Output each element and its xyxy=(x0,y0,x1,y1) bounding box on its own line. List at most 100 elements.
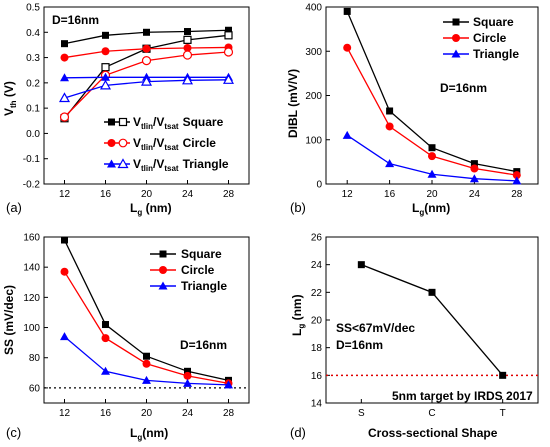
data-point xyxy=(101,334,110,343)
data-point xyxy=(101,72,110,81)
panel-c-x-title: Lg(nm) xyxy=(130,426,168,442)
legend-triangle-open-marker xyxy=(117,158,129,169)
panel-b-series xyxy=(342,7,522,185)
data-point xyxy=(183,371,192,380)
legend-a-triangle: Vtlin/Vtsat Triangle xyxy=(133,157,229,173)
data-point xyxy=(428,152,436,161)
x-tick-label: 20 xyxy=(141,408,153,419)
data-point xyxy=(428,288,436,296)
legend-b-square: Square xyxy=(473,15,514,29)
y-tick-label: 22 xyxy=(311,288,323,299)
data-point xyxy=(142,375,151,384)
y-tick-label: 80 xyxy=(29,353,41,364)
panel-d-annotation-2: D=16nm xyxy=(336,338,383,352)
legend-c-square: Square xyxy=(181,247,222,261)
panel-c-annotation: D=16nm xyxy=(180,338,227,352)
y-tick-label: 0.2 xyxy=(26,78,40,89)
x-tick-label: 12 xyxy=(59,408,71,419)
y-tick-label: 0.4 xyxy=(26,28,40,39)
panel-d-frame xyxy=(325,236,539,404)
y-tick-label: 100 xyxy=(305,135,322,146)
legend-c-circle: Circle xyxy=(181,263,215,277)
panel-c-y-title: SS (mV/dec) xyxy=(2,285,16,355)
data-point xyxy=(60,267,69,276)
data-point xyxy=(59,112,70,122)
panel-c-ticks: 60 80 100 120 140 160 12 16 20 24 28 xyxy=(23,233,234,420)
panel-c-label: (c) xyxy=(6,425,21,440)
data-point xyxy=(181,74,194,85)
data-point xyxy=(386,107,394,115)
data-point xyxy=(140,75,153,86)
panel-d-series xyxy=(326,261,538,379)
data-point xyxy=(60,73,69,82)
panel-c-legend: Square Circle Triangle xyxy=(150,247,227,293)
y-tick-label: 20 xyxy=(311,316,323,327)
legend-b-triangle: Triangle xyxy=(473,47,519,61)
data-point xyxy=(61,236,68,244)
data-point xyxy=(101,47,110,56)
data-point xyxy=(512,171,521,180)
legend-square-filled-marker xyxy=(108,118,115,126)
data-point xyxy=(141,56,152,66)
legend-circle-marker xyxy=(159,266,167,274)
panel-a-label: (a) xyxy=(6,200,22,215)
x-tick-label: 24 xyxy=(469,189,481,200)
data-point xyxy=(470,164,479,173)
x-tick-label: 16 xyxy=(100,189,112,200)
data-point xyxy=(223,47,234,57)
x-tick-label: 28 xyxy=(223,189,235,200)
y-tick-label: 18 xyxy=(311,343,323,354)
x-tick-label: 24 xyxy=(182,408,194,419)
data-point xyxy=(428,144,436,152)
panel-a-ticks: -0.2 -0.1 0.0 0.1 0.2 0.3 0.4 0.5 12 16 20 24 28 xyxy=(23,3,235,201)
legend-square-open-marker xyxy=(118,117,128,127)
y-tick-label: 0.5 xyxy=(26,3,40,14)
data-point xyxy=(182,50,193,60)
y-tick-label: 0 xyxy=(316,180,322,191)
panel-a-annotation: D=16nm xyxy=(52,13,99,27)
data-point xyxy=(60,53,69,62)
panel-a-y-title: Vth (V) xyxy=(2,81,18,116)
data-point xyxy=(343,43,352,52)
data-point xyxy=(183,378,192,387)
x-tick-label: S xyxy=(358,408,365,419)
y-tick-label: 140 xyxy=(23,263,40,274)
legend-b-circle: Circle xyxy=(473,31,507,45)
y-tick-label: 14 xyxy=(311,399,323,410)
panel-d-reference-label: 5nm target by IRDS 2017 xyxy=(392,389,533,403)
panel-d: 14 16 18 20 22 24 26 S C T SS<67mV/dec D=16nm 5nm… xyxy=(290,233,539,440)
y-tick-label: 26 xyxy=(311,233,323,244)
x-tick-label: 12 xyxy=(59,189,71,200)
panel-b-label: (b) xyxy=(290,200,306,215)
panel-b-y-title: DIBL (mV/V) xyxy=(286,69,300,138)
data-point xyxy=(102,321,109,329)
legend-square-marker xyxy=(452,18,460,26)
data-point xyxy=(142,359,151,368)
y-tick-label: 24 xyxy=(311,260,323,271)
panel-c: 60 80 100 120 140 160 12 16 20 24 28 D=16nm (c) Lg… xyxy=(2,233,250,442)
y-tick-label: 0.0 xyxy=(26,129,40,140)
legend-square-marker xyxy=(159,250,167,258)
data-point xyxy=(225,26,232,34)
data-point xyxy=(183,35,192,44)
legend-triangle-marker xyxy=(158,281,168,290)
panel-a-x-title: Lg (nm) xyxy=(130,201,172,217)
data-point xyxy=(470,160,478,168)
data-point xyxy=(224,380,233,389)
panel-b-legend: Square Circle Triangle xyxy=(443,15,519,61)
legend-circle-marker xyxy=(452,34,460,42)
data-point xyxy=(142,44,151,53)
data-point xyxy=(101,63,110,72)
data-point xyxy=(143,28,150,36)
x-tick-label: 28 xyxy=(511,189,523,200)
data-point xyxy=(101,366,110,375)
data-point xyxy=(427,169,437,178)
panel-b: 0 100 200 300 400 12 16 20 24 28 D=16nm (b) Lg(nm… xyxy=(286,3,539,217)
y-tick-label: 60 xyxy=(29,383,41,394)
y-tick-label: -0.2 xyxy=(23,180,41,191)
y-tick-label: 100 xyxy=(23,323,40,334)
x-tick-label: 12 xyxy=(342,189,354,200)
series-line xyxy=(361,264,504,376)
y-tick-label: 0.1 xyxy=(26,104,40,115)
